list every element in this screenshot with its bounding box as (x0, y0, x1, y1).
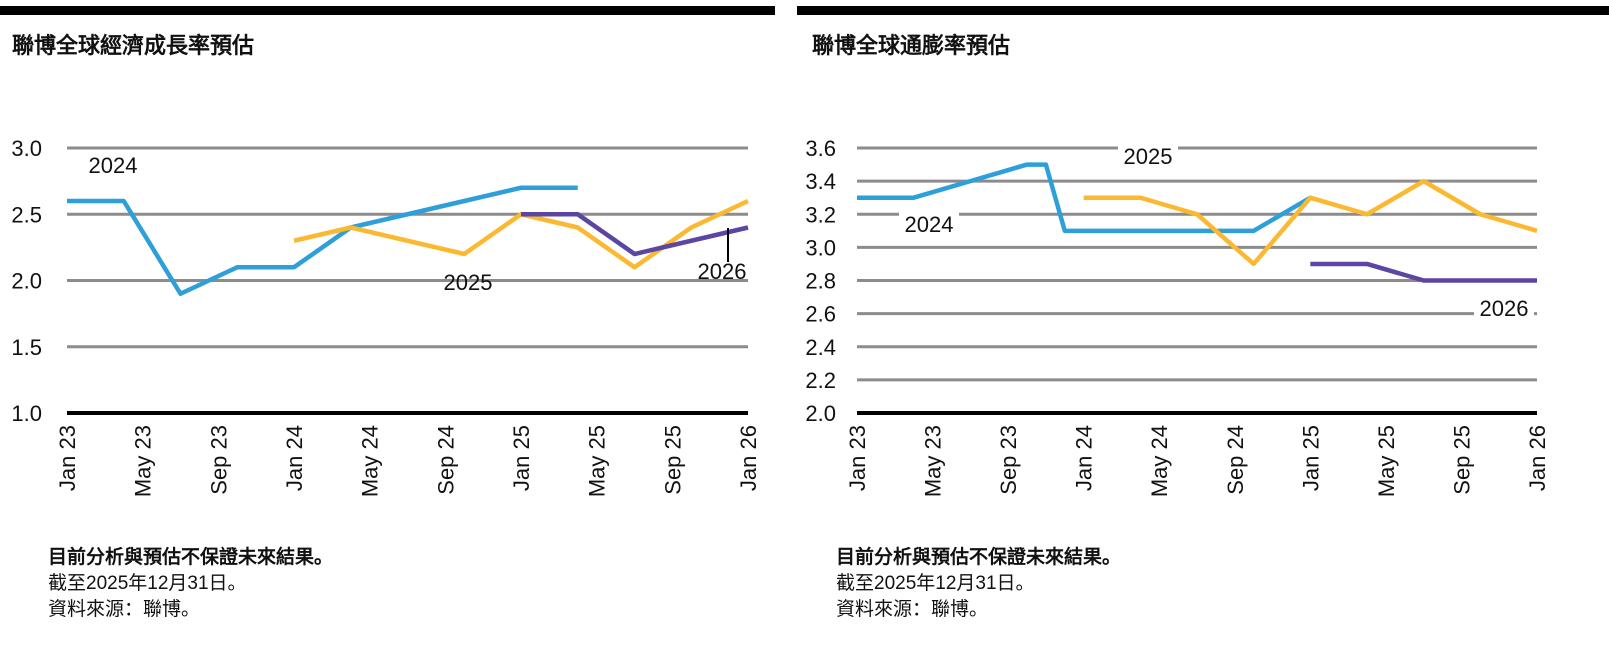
y-tick-label: 3.4 (805, 169, 836, 194)
footnote: 截至2025年12月31日。 (48, 572, 247, 594)
series-line (1310, 261, 1537, 283)
x-tick-label: Jan 26 (736, 425, 761, 491)
footnote: 目前分析與預估不保證未來結果。 (836, 545, 1121, 568)
label-background (1474, 296, 1534, 322)
x-tick-label: Jan 25 (1298, 425, 1323, 491)
x-tick-label: Sep 25 (660, 425, 685, 495)
x-tick-label: Sep 24 (1223, 425, 1248, 495)
footnote: 資料來源：聯博。 (836, 598, 988, 620)
x-tick-label: May 25 (585, 425, 610, 497)
x-tick-label: Jan 26 (1525, 425, 1550, 491)
series-line (1083, 178, 1538, 267)
x-tick-label: Jan 24 (282, 425, 307, 491)
x-tick-label: May 24 (1147, 425, 1172, 497)
y-tick-label: 2.2 (805, 368, 836, 393)
chart-title: 聯博全球通膨率預估 (812, 33, 1010, 58)
footnote: 截至2025年12月31日。 (836, 572, 1035, 594)
series-label: 2026 (1480, 296, 1529, 321)
footnote: 資料來源：聯博。 (48, 598, 200, 620)
y-tick-label: 2.6 (805, 302, 836, 327)
x-tick-label: May 25 (1374, 425, 1399, 497)
y-tick-label: 3.0 (805, 235, 836, 260)
top-bar (0, 6, 775, 15)
x-tick-label: Jan 24 (1072, 425, 1097, 491)
label-background (899, 212, 959, 238)
y-tick-label: 2.8 (805, 269, 836, 294)
y-tick-label: 1.0 (11, 401, 42, 426)
x-tick-label: May 24 (358, 425, 383, 497)
x-tick-label: Sep 23 (206, 425, 231, 495)
y-tick-label: 1.5 (11, 335, 42, 360)
x-tick-label: May 23 (921, 425, 946, 497)
series-label: 2025 (1124, 144, 1173, 169)
y-tick-label: 2.4 (805, 335, 836, 360)
series-label: 2026 (698, 259, 747, 284)
y-tick-label: 2.0 (11, 269, 42, 294)
series-line (293, 198, 749, 270)
x-tick-label: Jan 25 (509, 425, 534, 491)
x-tick-label: May 23 (131, 425, 156, 497)
y-tick-label: 2.5 (11, 202, 42, 227)
series-label: 2024 (89, 153, 138, 178)
x-tick-label: Jan 23 (55, 425, 80, 491)
y-tick-label: 3.2 (805, 202, 836, 227)
y-tick-label: 2.0 (805, 401, 836, 426)
series-line (521, 212, 749, 257)
top-bar (797, 6, 1609, 15)
series-line (857, 162, 1312, 234)
series-line (67, 185, 578, 296)
series-label: 2025 (444, 270, 493, 295)
x-tick-label: Sep 23 (996, 425, 1021, 495)
x-tick-label: Sep 24 (433, 425, 458, 495)
chart-title: 聯博全球經濟成長率預估 (12, 33, 254, 58)
y-tick-label: 3.6 (805, 136, 836, 161)
label-background (1118, 144, 1178, 170)
series-label: 2024 (905, 212, 954, 237)
y-tick-label: 3.0 (11, 136, 42, 161)
x-tick-label: Jan 23 (845, 425, 870, 491)
x-tick-label: Sep 25 (1449, 425, 1474, 495)
footnote: 目前分析與預估不保證未來結果。 (48, 545, 333, 568)
